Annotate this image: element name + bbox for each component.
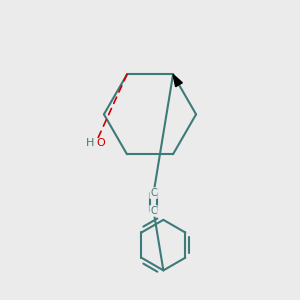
Text: C: C [150, 206, 157, 216]
Text: O: O [97, 138, 106, 148]
Text: H: H [86, 138, 94, 148]
Text: C: C [150, 188, 157, 198]
Polygon shape [173, 74, 182, 87]
